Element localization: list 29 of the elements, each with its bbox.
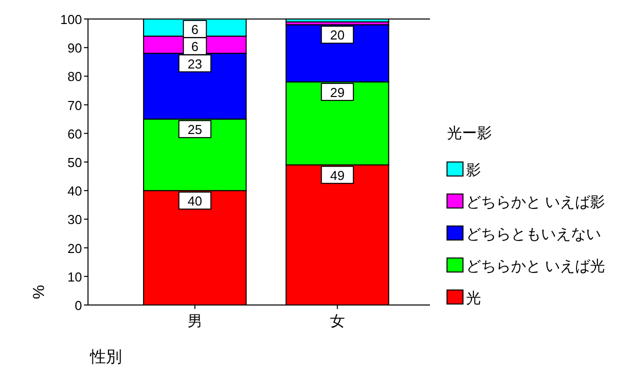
y-axis-title: % xyxy=(31,284,48,300)
legend-title: 光ー影 xyxy=(447,125,492,142)
data-label: 20 xyxy=(330,28,345,43)
y-tick-label: 0 xyxy=(74,298,82,313)
legend-label: 影 xyxy=(466,162,481,179)
x-tick-label: 男 xyxy=(187,313,202,330)
data-label: 40 xyxy=(188,194,202,209)
y-tick-label: 60 xyxy=(68,126,82,142)
data-label: 6 xyxy=(191,39,198,54)
x-axis-title: 性別 xyxy=(89,349,122,366)
y-tick-label: 40 xyxy=(68,184,82,199)
data-label: 29 xyxy=(330,84,345,100)
y-tick-label: 20 xyxy=(68,240,82,256)
y-tick-label: 30 xyxy=(68,212,82,228)
data-label: 49 xyxy=(330,168,345,183)
y-tick-label: 90 xyxy=(68,40,82,56)
y-tick-label: 50 xyxy=(68,155,82,170)
data-label: 23 xyxy=(188,56,202,72)
y-tick-label: 100 xyxy=(60,12,82,27)
legend-label: 光 xyxy=(466,290,481,307)
data-label: 25 xyxy=(188,122,202,138)
legend-label: どちらかと いえば光 xyxy=(466,258,606,275)
legend-label: どちらかと いえば影 xyxy=(466,194,606,211)
data-label: 6 xyxy=(191,22,198,37)
y-tick-label: 70 xyxy=(68,98,82,113)
y-tick-label: 80 xyxy=(68,69,82,84)
legend-label: どちらともいえない xyxy=(466,226,601,243)
x-tick-label: 女 xyxy=(330,313,345,330)
y-tick-label: 10 xyxy=(68,269,82,284)
